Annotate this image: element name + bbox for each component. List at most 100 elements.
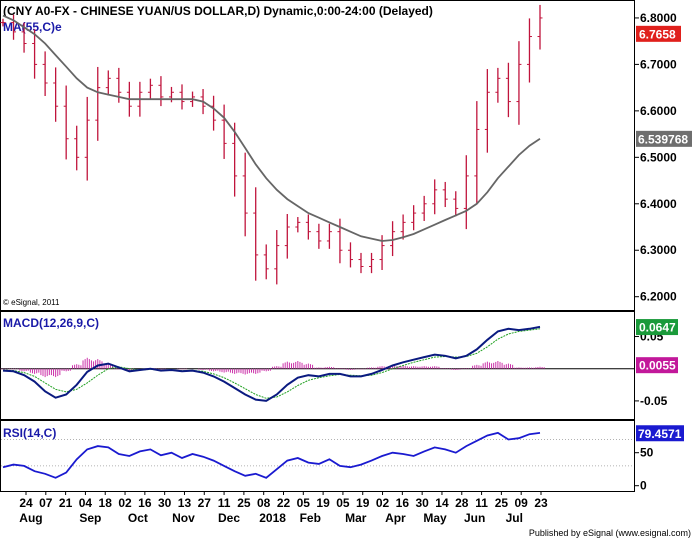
price-bar xyxy=(242,152,248,237)
x-month-label: Jun xyxy=(464,511,485,525)
x-day-label: 05 xyxy=(297,496,311,510)
price-bar xyxy=(274,230,280,285)
last-hist-label: 0.0055 xyxy=(636,357,678,374)
price-bar xyxy=(147,78,153,99)
x-day-label: 11 xyxy=(475,496,488,510)
x-month-label: Oct xyxy=(128,511,148,525)
x-day-label: 25 xyxy=(237,496,251,510)
price-tick-label: 6.7000 xyxy=(640,57,677,71)
last-rsi-box xyxy=(636,425,684,442)
price-tick-label: 6.4000 xyxy=(640,197,677,211)
price-bar xyxy=(232,122,238,197)
x-month-label: Aug xyxy=(19,511,42,525)
price-tick-label: 6.6000 xyxy=(640,104,677,118)
rsi-guide-lines xyxy=(1,439,634,467)
x-day-label: 27 xyxy=(198,496,212,510)
price-bars xyxy=(0,4,543,285)
last-macd-label: 0.0647 xyxy=(636,319,678,336)
x-month-label: 2018 xyxy=(259,511,286,525)
x-day-label: 23 xyxy=(534,496,548,510)
price-bar xyxy=(0,18,6,27)
x-day-label: 14 xyxy=(435,496,449,510)
x-month-label: Dec xyxy=(218,511,240,525)
rsi-panel-frame xyxy=(0,420,635,492)
price-bar xyxy=(263,244,269,280)
rsi-tick-label: 50 xyxy=(640,446,654,460)
chart-title: (CNY A0-FX - CHINESE YUAN/US DOLLAR,D) D… xyxy=(3,4,433,18)
last-ma-label: 6.539768 xyxy=(636,130,692,147)
x-month-label: Sep xyxy=(79,511,101,525)
macd-histogram xyxy=(0,357,545,378)
price-bar xyxy=(432,179,438,215)
price-bar xyxy=(63,85,69,160)
last-price-label: 6.7658 xyxy=(636,25,681,42)
price-bar xyxy=(526,18,532,83)
price-bar xyxy=(516,41,522,125)
price-bar xyxy=(179,84,185,110)
x-month-label: Jul xyxy=(506,511,523,525)
rsi-line xyxy=(2,431,541,479)
x-month-label: Nov xyxy=(172,511,195,525)
last-macd-box xyxy=(636,319,678,336)
macd-label: MACD(12,26,9,C) xyxy=(3,316,99,330)
price-bar xyxy=(463,155,469,230)
last-rsi-label: 79.4571 xyxy=(636,425,684,442)
x-day-label: 25 xyxy=(495,496,509,510)
price-bar xyxy=(105,70,111,96)
x-month-label: May xyxy=(423,511,447,525)
x-day-label: 30 xyxy=(415,496,429,510)
price-y-ticks: 6.8000 6.7000 6.6000 6.5000 6.4000 6.3000 6.20… xyxy=(634,11,677,304)
rsi-label: RSI(14,C) xyxy=(3,426,56,440)
last-ma-value: 6.539768 xyxy=(638,132,688,146)
last-hist-value: 0.0055 xyxy=(639,359,676,373)
x-day-label: 19 xyxy=(316,496,330,510)
price-tick-label: 6.8000 xyxy=(640,11,677,25)
price-bar xyxy=(400,214,406,240)
macd-line xyxy=(2,325,541,402)
price-bar xyxy=(221,104,227,159)
price-bar xyxy=(74,125,80,171)
rsi-y-ticks: 50 0 xyxy=(634,446,654,493)
last-hist-box xyxy=(636,357,678,374)
price-bar xyxy=(537,4,543,50)
price-bar xyxy=(421,195,427,221)
x-day-label: 13 xyxy=(178,496,192,510)
x-day-label: 09 xyxy=(515,496,529,510)
price-bar xyxy=(358,252,364,274)
x-day-label: 02 xyxy=(376,496,390,510)
x-day-label: 07 xyxy=(39,496,53,510)
x-axis-days: 24 07 21 04 18 02 16 30 13 27 11 25 08 22 05 19 05 19 02 16… xyxy=(19,491,548,510)
price-bar xyxy=(326,223,332,249)
price-bar xyxy=(158,76,164,107)
price-bar xyxy=(390,221,396,257)
price-bar xyxy=(32,29,38,79)
price-bar xyxy=(53,67,59,122)
price-bar xyxy=(453,191,459,217)
x-day-label: 18 xyxy=(99,496,113,510)
price-bar xyxy=(95,66,101,141)
last-macd-value: 0.0647 xyxy=(639,321,676,335)
x-day-label: 16 xyxy=(138,496,152,510)
x-day-label: 24 xyxy=(19,496,33,510)
publisher-text: Published by eSignal (www.esignal.com) xyxy=(529,528,691,538)
price-bar xyxy=(347,242,353,268)
price-bar xyxy=(369,252,375,274)
price-bar xyxy=(42,51,48,96)
x-day-label: 02 xyxy=(118,496,132,510)
copyright-text: © eSignal, 2011 xyxy=(3,298,60,307)
price-bar xyxy=(253,187,259,281)
x-month-label: Feb xyxy=(300,511,321,525)
last-price-value: 6.7658 xyxy=(639,27,676,41)
x-axis-months: Aug Sep Oct Nov Dec 2018 Feb Mar Apr May Jun Jul xyxy=(19,511,523,525)
x-day-label: 22 xyxy=(277,496,291,510)
x-day-label: 30 xyxy=(158,496,172,510)
x-month-label: Apr xyxy=(385,511,406,525)
price-bar xyxy=(11,14,17,40)
price-bar xyxy=(305,214,311,240)
price-bar xyxy=(84,96,90,181)
ma-line xyxy=(2,14,541,242)
price-bar xyxy=(495,67,501,103)
price-tick-label: 6.5000 xyxy=(640,150,677,164)
price-bar xyxy=(484,69,490,153)
